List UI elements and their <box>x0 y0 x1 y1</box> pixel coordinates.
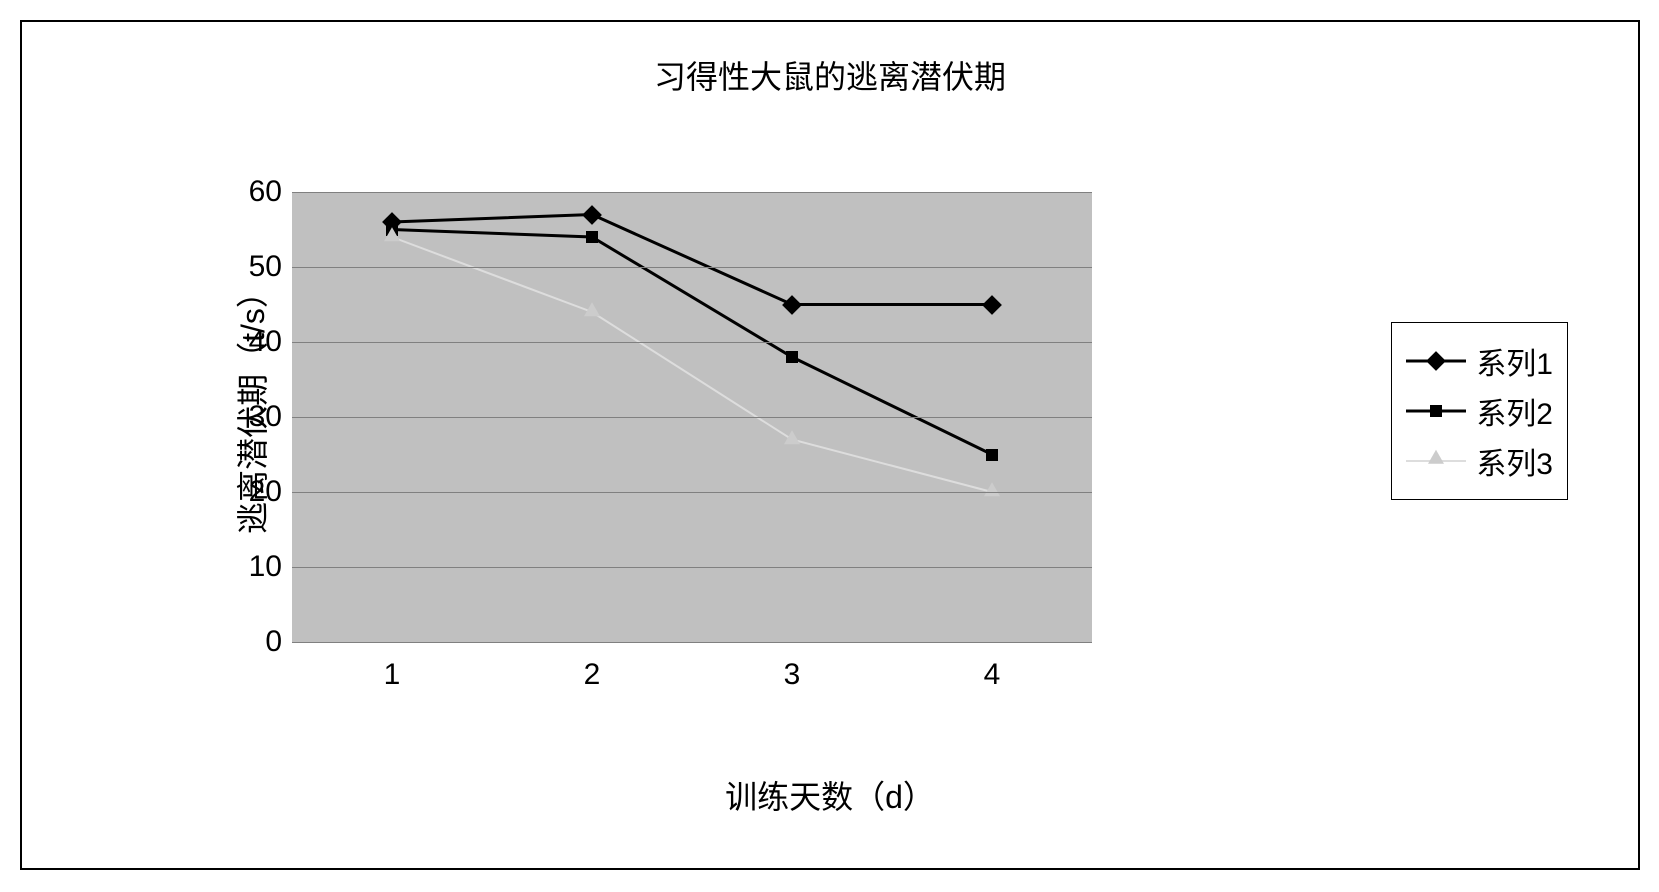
y-tick-label: 40 <box>232 325 282 359</box>
x-tick-label: 2 <box>584 658 601 692</box>
legend: 系列1 系列2 系列3 <box>1391 322 1568 500</box>
grid-line <box>292 567 1092 568</box>
data-point-marker <box>586 231 598 243</box>
grid-line <box>292 492 1092 493</box>
diamond-icon <box>1426 351 1446 371</box>
y-tick-label: 10 <box>232 550 282 584</box>
chart-container: 习得性大鼠的逃离潜伏期 逃离潜伏期（t/s） 1234 010203040506… <box>20 20 1640 870</box>
y-tick-label: 30 <box>232 400 282 434</box>
data-point-marker <box>986 449 998 461</box>
triangle-icon <box>1428 450 1444 464</box>
legend-item: 系列3 <box>1406 439 1553 483</box>
data-point-marker <box>984 482 1000 496</box>
legend-item: 系列2 <box>1406 389 1553 433</box>
grid-line <box>292 417 1092 418</box>
legend-item: 系列1 <box>1406 339 1553 383</box>
square-icon <box>1430 405 1442 417</box>
series-line <box>392 237 992 492</box>
legend-sample-3 <box>1406 454 1466 468</box>
legend-label: 系列3 <box>1476 439 1553 483</box>
data-point-marker <box>584 302 600 316</box>
series-line <box>392 215 992 305</box>
y-tick-label: 0 <box>232 625 282 659</box>
data-point-marker <box>582 205 602 225</box>
y-tick-label: 20 <box>232 475 282 509</box>
legend-label: 系列2 <box>1476 389 1553 433</box>
y-tick-label: 60 <box>232 175 282 209</box>
x-tick-label: 4 <box>984 658 1001 692</box>
data-point-marker <box>786 351 798 363</box>
data-point-marker <box>982 295 1002 315</box>
x-tick-label: 3 <box>784 658 801 692</box>
grid-line <box>292 192 1092 193</box>
data-point-marker <box>784 430 800 444</box>
grid-line <box>292 342 1092 343</box>
data-point-marker <box>782 295 802 315</box>
y-tick-label: 50 <box>232 250 282 284</box>
grid-line <box>292 642 1092 643</box>
legend-label: 系列1 <box>1476 339 1553 383</box>
x-tick-label: 1 <box>384 658 401 692</box>
legend-sample-1 <box>1406 354 1466 368</box>
x-axis-label: 训练天数（d） <box>22 772 1638 818</box>
grid-line <box>292 267 1092 268</box>
chart-title: 习得性大鼠的逃离潜伏期 <box>22 52 1638 98</box>
plot-area: 1234 <box>292 192 1092 642</box>
data-point-marker <box>384 227 400 241</box>
legend-sample-2 <box>1406 404 1466 418</box>
